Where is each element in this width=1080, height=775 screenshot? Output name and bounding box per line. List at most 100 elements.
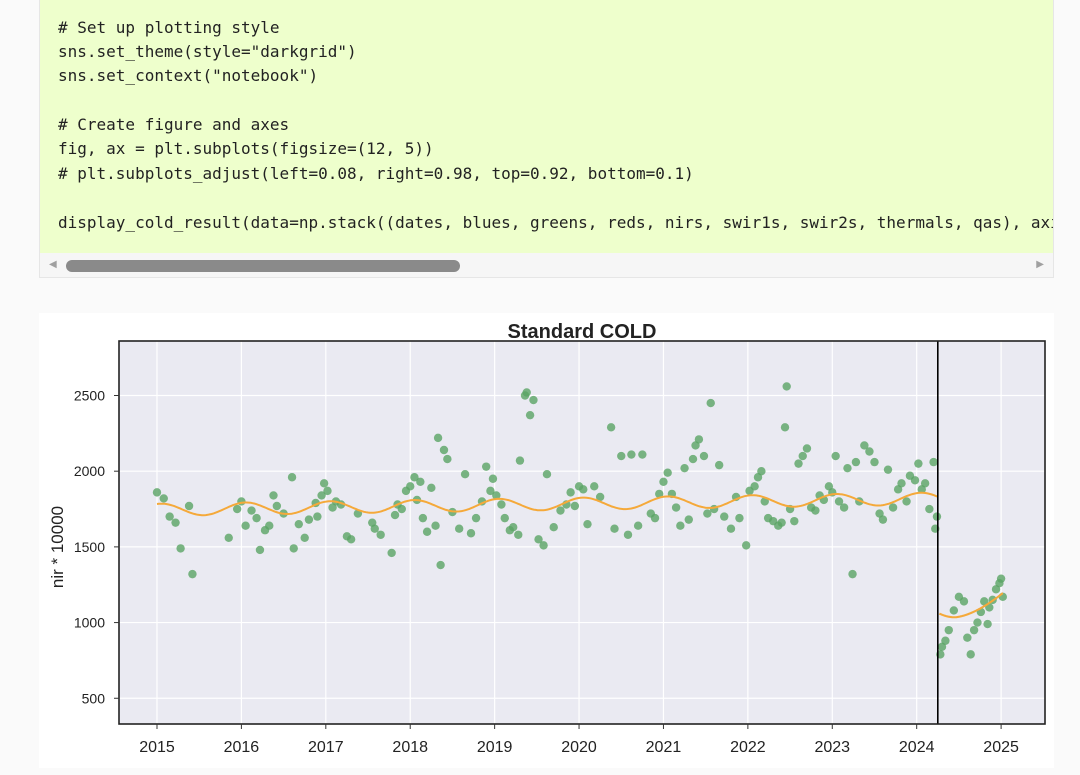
data-point (782, 382, 791, 391)
x-tick-label: 2017 (308, 739, 344, 756)
data-point (897, 479, 906, 488)
data-point (831, 451, 840, 461)
data-point (410, 473, 419, 482)
horizontal-scrollbar[interactable]: ◀ ▶ (40, 253, 1053, 277)
data-point (509, 523, 518, 532)
data-point (617, 451, 626, 461)
data-point (525, 410, 535, 420)
data-point (633, 521, 643, 530)
data-point (920, 479, 930, 488)
scroll-right-icon[interactable]: ▶ (1036, 259, 1044, 270)
data-point (514, 530, 523, 539)
data-point (454, 524, 464, 533)
data-point (387, 548, 396, 558)
grid-lines (119, 341, 1045, 724)
scrollbar-thumb[interactable] (66, 260, 460, 272)
data-point (188, 569, 197, 579)
data-point (497, 500, 506, 509)
plot-frame (118, 340, 1046, 725)
data-point (790, 516, 799, 526)
data-point (539, 541, 548, 550)
data-point (860, 441, 869, 450)
data-point (735, 513, 744, 523)
data-point (865, 447, 874, 456)
data-point (522, 388, 531, 397)
code-cell[interactable]: # Set up plotting style sns.set_theme(st… (39, 0, 1054, 278)
code-line: # plt.subplots_adjust(left=0.08, right=0… (58, 164, 694, 183)
fit-lines (156, 491, 1004, 619)
data-point (486, 486, 495, 496)
data-point (529, 395, 538, 405)
data-point (590, 482, 599, 491)
data-point (720, 512, 729, 521)
data-point (777, 518, 786, 527)
data-point (676, 521, 685, 530)
data-point (436, 560, 445, 570)
y-tick-label: 2500 (74, 387, 105, 403)
data-point (255, 545, 265, 555)
x-tick-label: 2015 (139, 739, 175, 756)
data-point (959, 597, 969, 606)
data-point (534, 535, 543, 544)
data-point (834, 497, 844, 506)
y-tick-label: 1000 (74, 615, 105, 631)
scroll-left-icon[interactable]: ◀ (49, 259, 57, 270)
data-point (165, 512, 174, 521)
data-point (471, 513, 481, 523)
data-point (610, 524, 619, 533)
data-point (750, 482, 759, 491)
data-point (714, 460, 724, 470)
data-point (851, 457, 861, 467)
code-line: # Set up plotting style (58, 18, 280, 37)
data-point (265, 521, 274, 530)
data-point (370, 524, 379, 533)
data-point (595, 492, 605, 502)
x-tick-label: 2024 (899, 739, 935, 756)
data-point (466, 529, 476, 538)
data-point (973, 618, 982, 627)
x-tick-label: 2022 (730, 739, 766, 756)
data-point (741, 541, 751, 550)
code-line: display_cold_result(data=np.stack((dates… (58, 213, 1054, 232)
code-editor[interactable]: # Set up plotting style sns.set_theme(st… (40, 0, 1054, 253)
y-tick-label: 2000 (74, 463, 105, 479)
data-point (390, 510, 400, 520)
data-point (300, 533, 309, 542)
data-point (798, 451, 807, 461)
data-point (406, 482, 415, 491)
data-point (566, 488, 575, 497)
x-tick-label: 2020 (561, 739, 597, 756)
data-point (671, 503, 681, 512)
data-point (888, 503, 898, 512)
data-point (760, 497, 769, 506)
y-tick-label: 500 (82, 690, 106, 706)
data-point (811, 506, 820, 515)
data-point (422, 527, 432, 536)
data-point (650, 513, 660, 523)
data-point (289, 544, 298, 553)
data-point (996, 574, 1006, 583)
data-point (416, 477, 425, 486)
data-point (663, 468, 672, 477)
data-point (794, 459, 803, 468)
data-point (659, 477, 668, 486)
data-point (703, 509, 712, 518)
data-point (570, 501, 580, 511)
data-point (579, 485, 588, 494)
data-point (706, 398, 715, 408)
data-point (680, 463, 689, 473)
data-point (583, 519, 592, 529)
data-point (549, 523, 558, 532)
data-point (224, 533, 233, 542)
data-point (910, 476, 920, 485)
data-point (699, 451, 709, 461)
x-tick-label: 2018 (392, 739, 428, 756)
data-point (606, 423, 616, 432)
data-point (883, 465, 893, 474)
data-point (241, 521, 250, 530)
data-point (439, 445, 449, 455)
x-tick-label: 2016 (224, 739, 260, 756)
data-point (684, 515, 693, 524)
data-point (870, 457, 879, 467)
fit-line-segment (156, 491, 939, 517)
